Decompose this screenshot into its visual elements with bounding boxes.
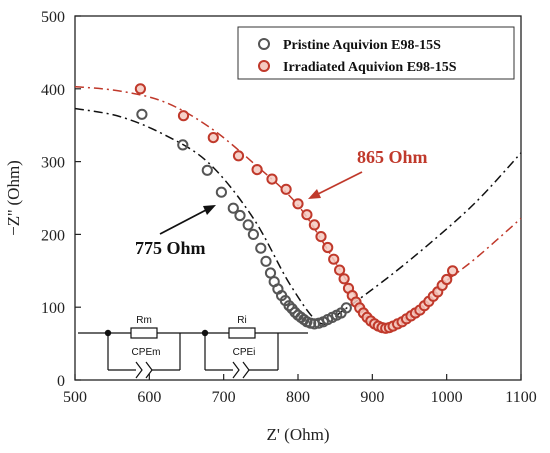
- legend-marker-irradiated: [258, 60, 270, 72]
- annotation-775-ohm: 775 Ohm: [135, 238, 206, 258]
- data-point-pristine: [177, 139, 189, 151]
- data-point-irradiated: [338, 273, 350, 285]
- y-tick-label: 200: [41, 227, 65, 244]
- annotation-775-arrow: [159, 209, 207, 235]
- data-point-pristine: [234, 209, 246, 222]
- circuit-label-rm: Rm: [136, 315, 152, 326]
- data-point-irradiated: [280, 183, 292, 195]
- data-point-irradiated: [134, 83, 146, 95]
- data-point-pristine: [283, 300, 295, 312]
- data-point-pristine: [255, 242, 267, 254]
- data-point-irradiated: [334, 264, 346, 276]
- data-point-irradiated: [292, 198, 304, 210]
- legend-label-irradiated: Irradiated Aquivion E98-15S: [283, 60, 457, 75]
- cpei-element-right: [242, 361, 250, 379]
- data-point-irradiated: [322, 241, 334, 254]
- annotation-865-arrowhead: [308, 189, 321, 199]
- annotation-775-arrowhead: [203, 205, 216, 215]
- x-tick-label: 800: [286, 389, 310, 406]
- x-tick-label: 500: [63, 389, 87, 406]
- y-tick-label: 100: [41, 300, 65, 317]
- cpei-element-left: [232, 361, 240, 379]
- data-point-pristine: [227, 202, 239, 214]
- x-tick-label: 1100: [505, 389, 536, 406]
- data-points-layer: [134, 83, 459, 334]
- x-tick-label: 1000: [431, 389, 463, 406]
- legend-label-pristine: Pristine Aquivion E98-15S: [283, 38, 441, 53]
- cpem-element-right: [145, 361, 153, 379]
- legend-box: [237, 26, 515, 80]
- equivalent-circuit-inset: Rm CPEm Ri CPEi: [78, 315, 308, 379]
- circuit-label-cpei: CPEi: [233, 347, 256, 358]
- y-tick-label: 500: [41, 9, 65, 26]
- y-tick-label: 400: [41, 82, 65, 99]
- data-point-irradiated: [447, 265, 459, 277]
- data-point-irradiated: [328, 253, 340, 265]
- y-tick-label: 0: [57, 373, 65, 390]
- x-axis-title: Z' (Ohm): [266, 425, 329, 444]
- x-tick-label: 700: [212, 389, 236, 406]
- data-point-pristine: [247, 228, 259, 240]
- data-point-irradiated: [207, 132, 219, 144]
- data-point-irradiated: [251, 164, 263, 176]
- annotation-865-arrow: [317, 171, 363, 195]
- fit-curve-pristine: [74, 107, 522, 325]
- data-point-pristine: [201, 164, 213, 176]
- data-point-irradiated: [441, 273, 453, 286]
- data-point-pristine: [340, 302, 352, 314]
- resistor-rm: [130, 327, 158, 339]
- y-tick-label: 300: [41, 155, 65, 172]
- x-tick-label: 900: [360, 389, 384, 406]
- data-point-pristine: [242, 219, 254, 231]
- x-tick-label: 600: [137, 389, 161, 406]
- circuit-label-cpem: CPEm: [132, 347, 161, 358]
- data-point-irradiated: [266, 173, 278, 185]
- data-point-irradiated: [301, 209, 313, 221]
- circuit-label-ri: Ri: [237, 315, 246, 326]
- data-point-irradiated: [232, 150, 245, 162]
- legend-marker-pristine: [258, 38, 270, 50]
- resistor-ri: [228, 327, 256, 339]
- data-point-pristine: [136, 108, 148, 120]
- data-point-irradiated: [177, 110, 190, 122]
- data-point-pristine: [260, 255, 272, 267]
- data-point-irradiated: [315, 231, 327, 243]
- y-axis-title: −Z'' (Ohm): [4, 160, 23, 236]
- axis-layer: 500 600 700 800 900 1000 1100 0 100 200 300 400 500 Z…: [4, 9, 537, 444]
- annotations: 865 Ohm 775 Ohm: [135, 147, 428, 258]
- data-point-pristine: [215, 186, 227, 198]
- legend: Pristine Aquivion E98-15S Irradiated Aqu…: [237, 26, 515, 80]
- data-point-irradiated: [308, 219, 320, 231]
- annotation-865-ohm: 865 Ohm: [357, 147, 428, 167]
- cpem-element-left: [135, 361, 143, 379]
